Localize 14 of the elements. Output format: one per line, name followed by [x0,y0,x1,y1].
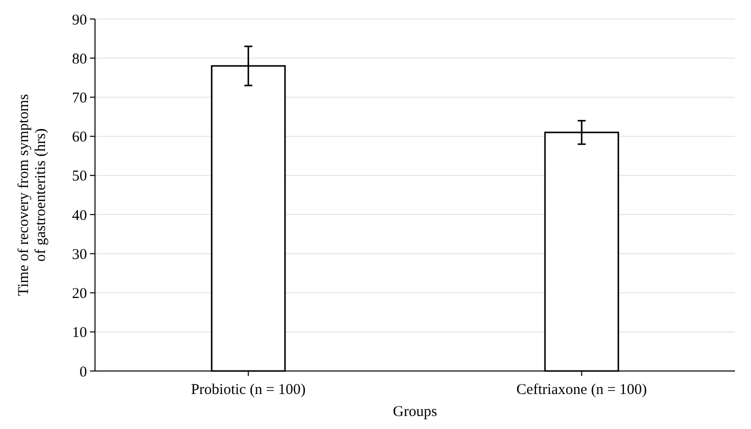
x-tick-label: Probiotic (n = 100) [190,382,306,398]
y-tick-label: 40 [72,208,87,224]
y-tick-label: 20 [72,286,87,302]
y-tick-label: 60 [72,130,87,146]
y-tick-label: 50 [72,168,87,185]
y-tick-label: 30 [72,246,87,263]
y-tick-label: 80 [72,51,87,68]
x-axis-title: Groups [392,404,438,420]
x-tick-label: Ceftriaxone (n = 100) [516,382,647,398]
y-tick-label: 70 [72,90,87,106]
y-tick-label: 10 [72,325,87,342]
y-tick-label: 0 [80,364,87,380]
y-tick-label: 90 [72,12,87,28]
y-axis-title: Time of recovery from symptoms of gastroenteritis (hrs) [16,94,49,296]
